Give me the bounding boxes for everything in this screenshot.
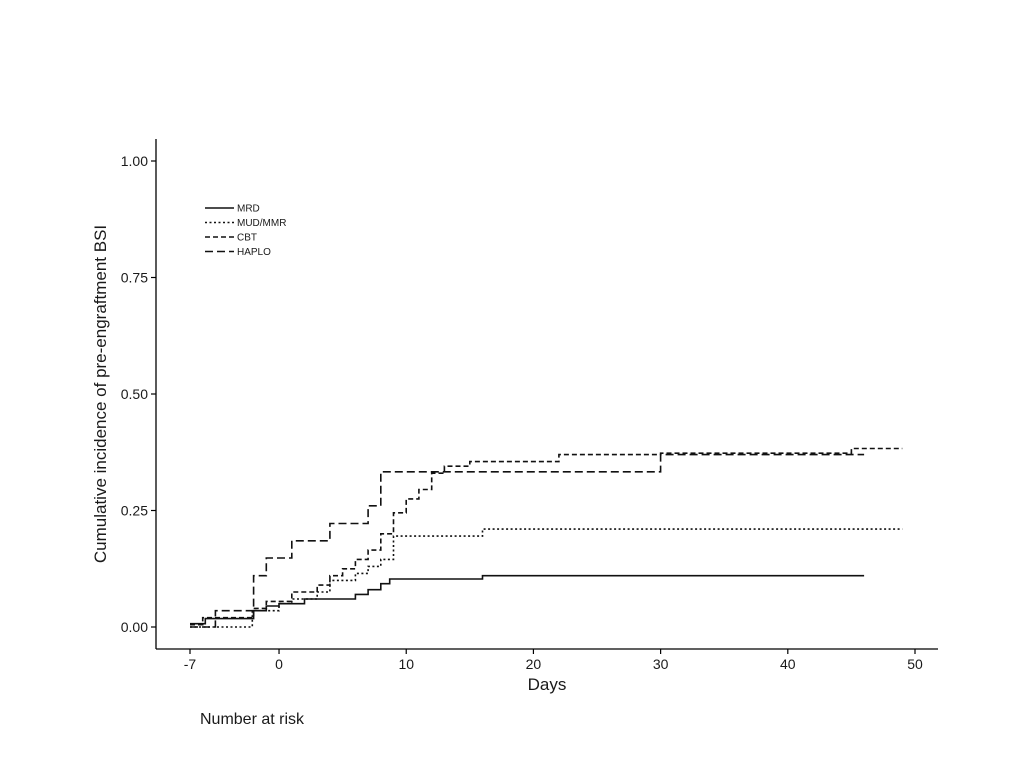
x-tick-label: -7 [184,656,197,672]
x-tick-label: 30 [653,656,669,672]
x-tick-label: 10 [398,656,414,672]
series-line-haplo [190,453,865,628]
y-tick-label: 0.00 [121,619,148,635]
x-tick-label: 40 [780,656,796,672]
series-line-cbt [190,447,903,626]
x-axis-title: Days [528,675,567,694]
legend-label: HAPLO [237,247,271,258]
legend-label: CBT [237,233,257,244]
legend-label: MRD [237,204,260,215]
y-tick-label: 0.75 [121,270,148,286]
x-tick-label: 50 [907,656,923,672]
number-at-risk-label: Number at risk [200,711,305,728]
y-tick-label: 1.00 [121,153,148,169]
legend: MRD MUD/MMR CBT HAPLO [205,204,286,258]
series-group [190,447,903,628]
y-tick-label: 0.25 [121,503,148,519]
x-tick-label: 0 [275,656,283,672]
legend-label: MUD/MMR [237,218,286,229]
x-tick-label: 20 [526,656,542,672]
y-axis-title: Cumulative incidence of pre-engraftment … [91,225,110,563]
axes-group: 0.00 0.25 0.50 0.75 1.00 -7 0 10 20 30 40 50 [121,139,938,672]
y-tick-label: 0.50 [121,386,148,402]
